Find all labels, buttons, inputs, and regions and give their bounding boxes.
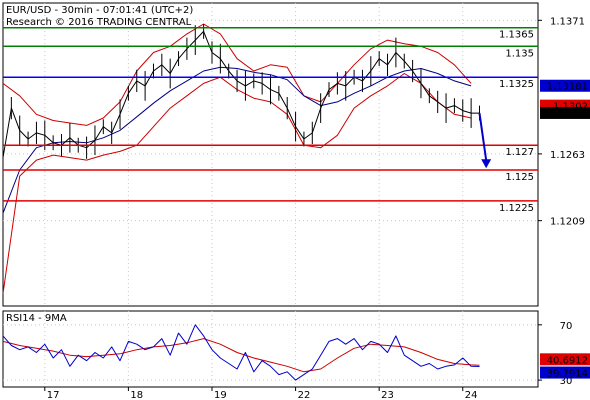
chart-title: EUR/USD - 30min - 07:01:41 (UTC+2)	[6, 5, 193, 16]
rsi-tag-label: 39.7914	[547, 369, 588, 380]
price-tick-label: 1.1371	[550, 16, 585, 27]
rsi-lines	[2, 324, 480, 381]
rsi-tag-label: 40.6912	[547, 355, 588, 366]
rsi-line	[2, 324, 480, 381]
price-tick-label: 1.1263	[550, 150, 585, 161]
rsi-title: RSI14 - 9MA	[6, 313, 67, 324]
level-label: 1.1225	[499, 203, 534, 214]
rsi-axis-ticks: 70 30	[538, 321, 572, 387]
price-grid	[3, 3, 538, 306]
moving-average-line	[2, 66, 472, 214]
rsi-tags: 40.6912 39.7914	[540, 353, 590, 380]
level-label: 1.1325	[499, 79, 534, 90]
close-line	[2, 30, 480, 158]
rsi-tag-box	[540, 366, 590, 379]
level-label: 1.135	[505, 48, 534, 59]
ma-line	[2, 66, 472, 214]
support-resistance-levels: 1.1365 1.135 1.1325 1.127 1.125 1.1225	[3, 26, 538, 214]
x-tick-label: 24	[465, 390, 478, 400]
price-axis-ticks: 1.1371 1.1263 1.1209	[538, 16, 585, 228]
level-label: 1.1365	[499, 30, 534, 41]
rsi-tag-box	[540, 353, 590, 366]
rsi-grid	[3, 311, 538, 387]
research-credit: Research © 2016 TRADING CENTRAL	[6, 17, 192, 28]
bollinger-upper-line	[2, 23, 472, 126]
price-tag-label: 1.12961	[547, 109, 588, 120]
x-tick-label: 17	[47, 390, 60, 400]
x-tick-label: 23	[381, 390, 394, 400]
x-axis-ticks: 17 18 19 22 23 24	[44, 387, 478, 400]
forecast-arrow-head	[481, 159, 492, 169]
price-tag-box	[540, 106, 590, 119]
price-panel-frame	[2, 2, 539, 307]
price-tag-box	[540, 79, 590, 92]
price-tick-label: 1.1209	[550, 217, 585, 228]
level-label: 1.127	[505, 147, 534, 158]
rsi-panel-frame	[2, 310, 539, 388]
x-tick-label: 19	[214, 390, 227, 400]
x-tick-label: 22	[298, 390, 311, 400]
level-label: 1.125	[505, 172, 534, 183]
rsi-ma-line	[2, 338, 480, 373]
forecast-arrow	[478, 112, 492, 169]
forecast-arrow-shaft	[478, 112, 488, 161]
price-tag-label: 1.13181	[547, 82, 588, 93]
x-tick-label: 18	[130, 390, 143, 400]
rsi-tick-label: 30	[560, 376, 573, 387]
rsi-tick-label: 70	[560, 321, 573, 332]
